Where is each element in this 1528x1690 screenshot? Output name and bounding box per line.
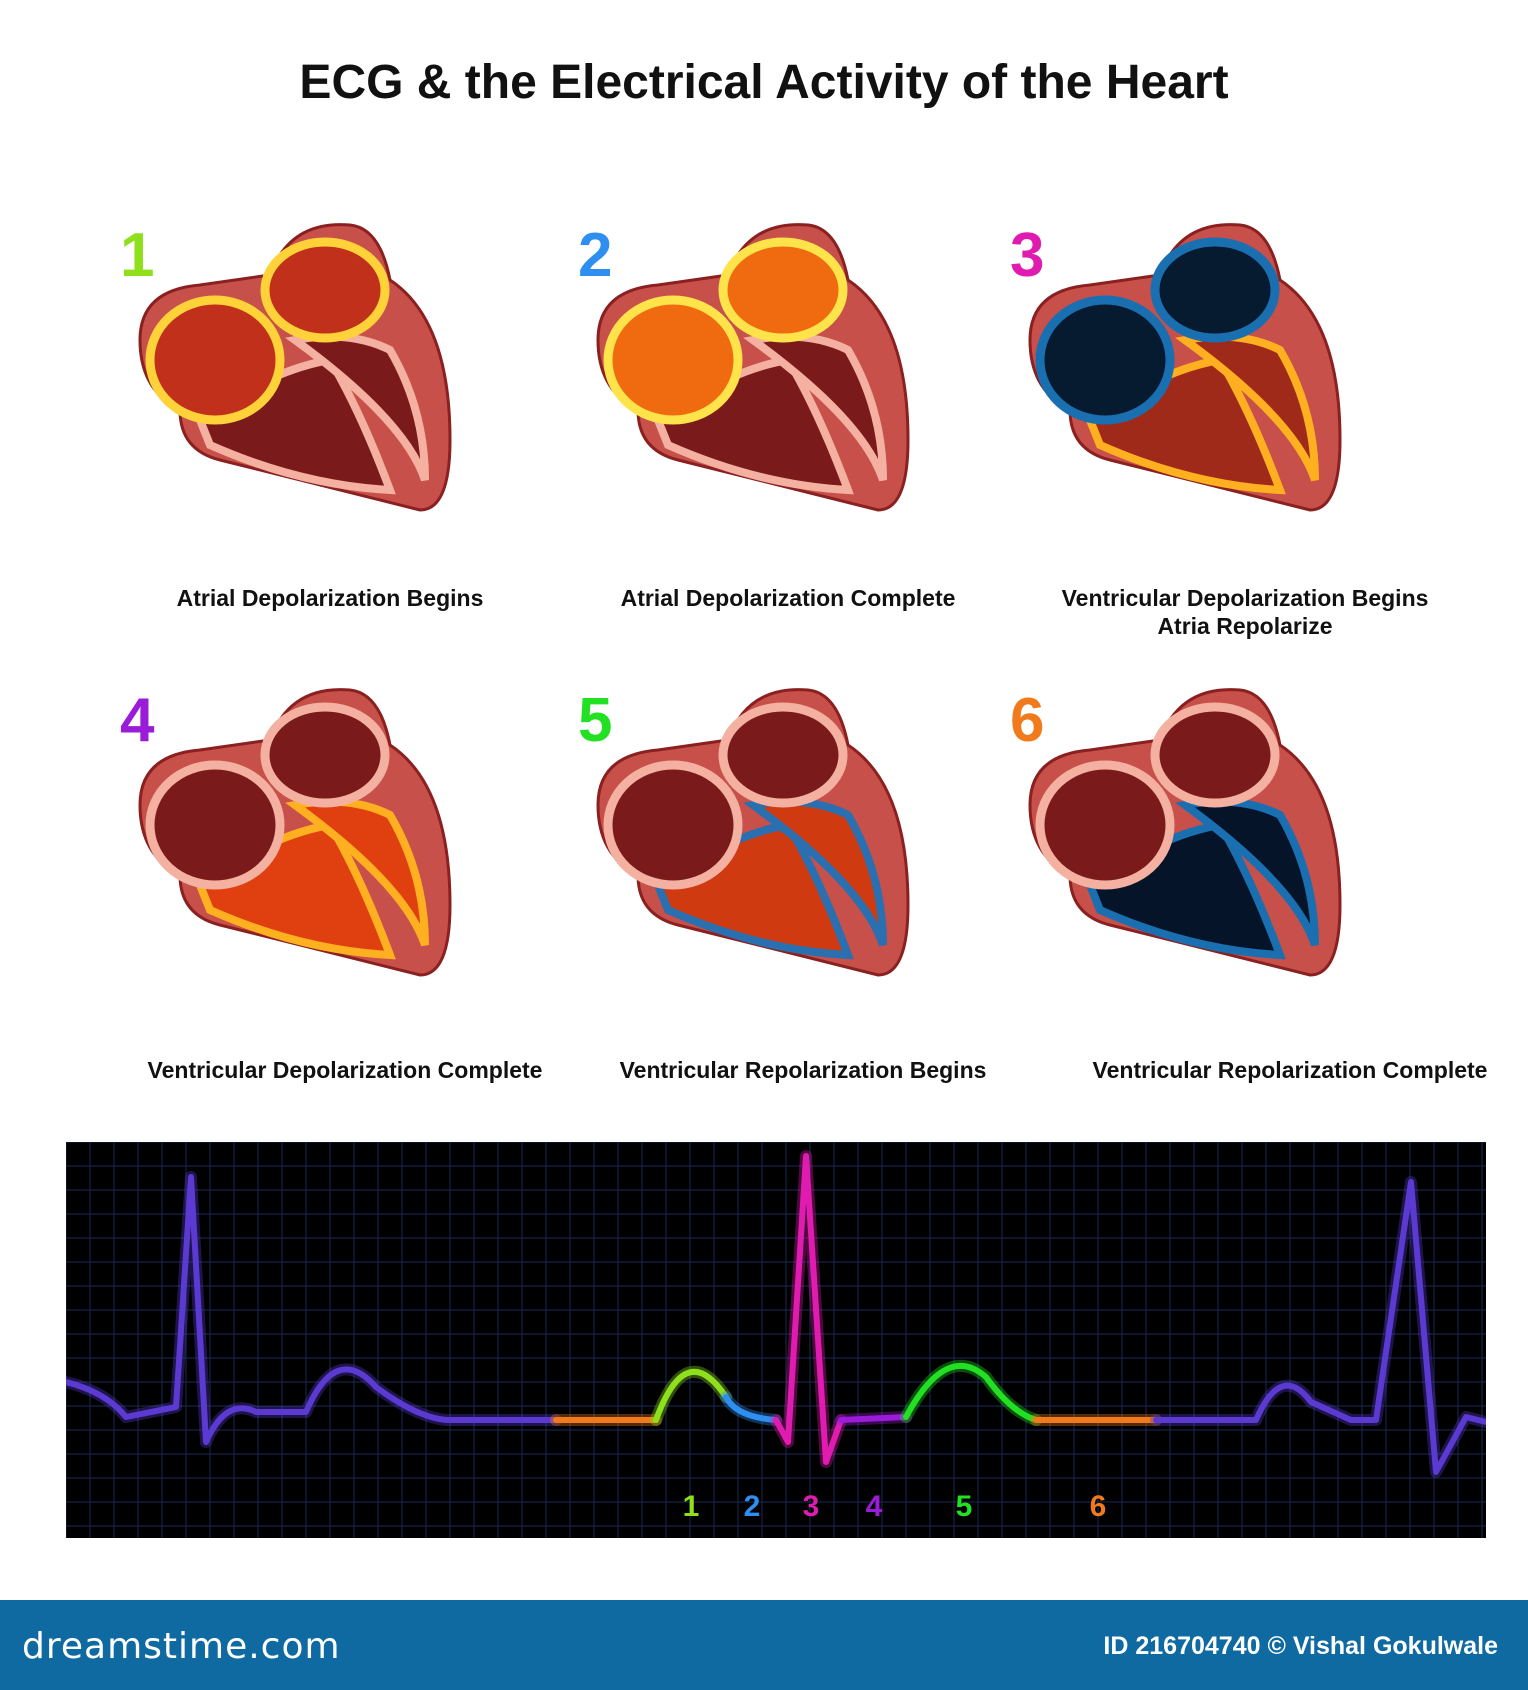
ecg-segment — [838, 1414, 909, 1423]
stage-caption-3: Ventricular Depolarization Begins Atria … — [1030, 584, 1460, 640]
heart-illustration-2 — [596, 223, 910, 512]
left-atrium — [718, 702, 848, 808]
right-atrium — [1035, 760, 1175, 890]
left-atrium — [1150, 702, 1280, 808]
left-atrium — [260, 702, 390, 808]
caption-line: Atrial Depolarization Complete — [620, 585, 956, 611]
stage-2: 2 — [578, 220, 1018, 640]
heart-shape — [596, 688, 910, 977]
stage-number: 2 — [578, 221, 613, 290]
ecg-segment — [653, 1368, 729, 1423]
ecg-phase-label: 4 — [866, 1490, 883, 1523]
right-atrium — [603, 295, 743, 425]
stage-1: 1 — [120, 220, 560, 640]
heart-illustration-4 — [138, 688, 452, 977]
ecg-phase-label: 3 — [803, 1490, 820, 1523]
right-ventricle — [285, 797, 429, 947]
caption-line: Atrial Depolarization Begins — [176, 585, 484, 611]
stage-number: 6 — [1010, 686, 1045, 755]
heart-illustration-6 — [1028, 688, 1342, 977]
caption-line: Ventricular Depolarization Begins — [1061, 585, 1429, 611]
watermark-logo: dreamstime.com — [22, 1626, 341, 1667]
ecg-phase-label: 6 — [1090, 1490, 1107, 1523]
ecg-trace-chart: 1 2 3 4 5 6 — [66, 1142, 1486, 1538]
left-atrium — [1150, 237, 1280, 343]
stage-caption-1: Atrial Depolarization Begins — [130, 584, 530, 612]
stage-number: 1 — [120, 221, 155, 290]
right-ventricle — [743, 797, 887, 947]
stage-number: 3 — [1010, 221, 1045, 290]
ecg-segment — [723, 1394, 779, 1423]
right-ventricle — [285, 332, 429, 482]
heart-illustration-3 — [1028, 223, 1342, 512]
heart-shape — [596, 223, 910, 512]
heart-shape — [1028, 688, 1342, 977]
stage-number: 4 — [120, 686, 155, 755]
stage-3: 3 — [1010, 220, 1450, 640]
footer-bar: dreamstime.com ID 216704740 © Vishal Gok… — [0, 1600, 1528, 1690]
ecg-grid — [66, 1142, 1486, 1538]
heart-illustration-5 — [596, 688, 910, 977]
stage-5: 5 — [578, 685, 1018, 1105]
caption-line: Atria Repolarize — [1157, 613, 1333, 639]
right-atrium — [145, 295, 285, 425]
ecg-segment-glow — [1150, 1176, 1486, 1478]
heart-shape — [138, 688, 452, 977]
heart-illustration-1 — [138, 223, 452, 512]
stage-caption-5: Ventricular Repolarization Begins — [598, 1056, 1008, 1084]
caption-line: Ventricular Repolarization Begins — [619, 1057, 987, 1083]
ecg-segment — [903, 1362, 1039, 1423]
image-credit: ID 216704740 © Vishal Gokulwale — [1103, 1632, 1498, 1660]
caption-line: Ventricular Depolarization Complete — [147, 1057, 543, 1083]
stage-number: 5 — [578, 686, 613, 755]
right-ventricle — [1175, 797, 1319, 947]
right-ventricle — [1175, 332, 1319, 482]
ecg-phase-label: 1 — [683, 1490, 700, 1523]
caption-line: Ventricular Repolarization Complete — [1092, 1057, 1488, 1083]
stage-caption-2: Atrial Depolarization Complete — [588, 584, 988, 612]
right-ventricle — [743, 332, 887, 482]
ecg-segment — [773, 1153, 844, 1465]
right-atrium — [145, 760, 285, 890]
left-atrium — [718, 237, 848, 343]
stage-caption-4: Ventricular Depolarization Complete — [130, 1056, 560, 1084]
stage-6: 6 — [1010, 685, 1450, 1105]
ecg-phase-label: 2 — [744, 1490, 761, 1523]
right-atrium — [1035, 295, 1175, 425]
right-atrium — [603, 760, 743, 890]
left-atrium — [260, 237, 390, 343]
stage-4: 4 — [120, 685, 560, 1105]
ecg-segment — [1153, 1179, 1486, 1475]
ecg-phase-label: 5 — [956, 1490, 973, 1523]
stage-caption-6: Ventricular Repolarization Complete — [1070, 1056, 1510, 1084]
heart-shape — [138, 223, 452, 512]
heart-shape — [1028, 223, 1342, 512]
ecg-panel: 1 2 3 4 5 6 — [66, 1142, 1486, 1538]
ecg-segment — [66, 1174, 559, 1445]
page-title: ECG & the Electrical Activity of the Hea… — [299, 56, 1229, 109]
